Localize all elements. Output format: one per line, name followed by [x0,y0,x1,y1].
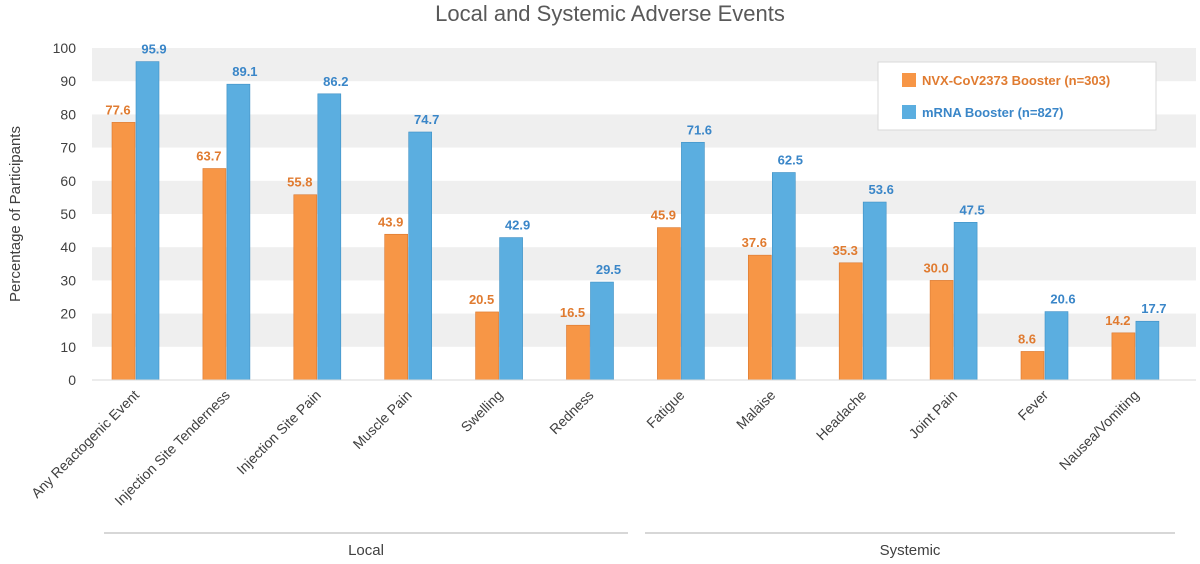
y-tick-label: 90 [60,73,76,89]
y-tick-label: 20 [60,306,76,322]
data-label: 43.9 [378,214,403,229]
bar-mrna [590,281,614,381]
y-axis-ticks: 0 10 20 30 40 50 60 70 80 90 100 [53,40,77,388]
bar-mrna [1135,320,1160,381]
bar-mrna [408,131,433,381]
bar-nvx [838,262,863,381]
group-label: Systemic [880,542,941,559]
legend-swatch [902,105,916,119]
bar-nvx [475,311,499,381]
bar-mrna [499,237,523,381]
grid-band [92,180,1196,214]
data-label: 74.7 [414,112,439,127]
data-label: 45.9 [651,208,676,223]
y-axis-label: Percentage of Participants [7,126,24,302]
y-tick-label: 40 [60,239,76,255]
bar-nvx [202,168,227,381]
category-label: Redness [546,387,596,437]
data-label: 30.0 [923,260,948,275]
legend: NVX-CoV2373 Booster (n=303) mRNA Booster … [877,61,1157,131]
legend-box [877,61,1157,131]
y-tick-label: 30 [60,272,76,288]
legend-entry: NVX-CoV2373 Booster (n=303) [922,73,1110,88]
data-label: 95.9 [141,42,166,57]
data-label: 8.6 [1018,331,1036,346]
category-label: Nausea/Vomiting [1056,387,1142,473]
group-labels: Local Systemic [104,532,1175,559]
category-label: Joint Pain [905,387,960,442]
bar-mrna [681,141,705,381]
bar-mrna [317,93,342,381]
category-label: Swelling [458,387,506,435]
bar-nvx [747,254,772,381]
data-label: 62.5 [778,153,803,168]
legend-entry: mRNA Booster (n=827) [922,105,1063,120]
legend-swatch [902,73,916,87]
bar-mrna [226,83,251,381]
y-tick-label: 60 [60,173,76,189]
grid-band [92,247,1196,281]
data-label: 55.8 [287,175,312,190]
category-label: Headache [813,387,870,444]
category-label: Fever [1014,387,1051,424]
category-label: Injection Site Pain [233,387,324,478]
group-label: Local [348,542,384,559]
bar-nvx [293,194,318,381]
category-label: Fatigue [643,387,687,431]
bar-mrna [1044,311,1069,381]
bar-nvx [657,227,681,381]
category-label: Muscle Pain [350,387,415,452]
bar-nvx [111,122,136,381]
grid-band [92,313,1196,347]
y-tick-label: 100 [53,40,77,56]
y-tick-label: 50 [60,206,76,222]
data-label: 42.9 [505,218,530,233]
bar-mrna [862,201,887,381]
y-tick-label: 0 [68,372,76,388]
data-label: 71.6 [687,122,712,137]
bar-nvx [929,280,954,381]
data-label: 77.6 [105,102,130,117]
data-label: 14.2 [1105,313,1130,328]
data-label: 17.7 [1141,301,1166,316]
data-label: 35.3 [833,243,858,258]
y-tick-label: 80 [60,106,76,122]
data-label: 47.5 [959,202,984,217]
data-label: 53.6 [869,182,894,197]
chart-title: Local and Systemic Adverse Events [435,1,785,26]
y-tick-label: 70 [60,140,76,156]
data-label: 89.1 [232,64,257,79]
data-label: 86.2 [323,74,348,89]
data-label: 29.5 [596,262,621,277]
data-label: 37.6 [742,235,767,250]
data-labels: 77.6 95.9 63.7 89.1 55.8 86.2 43.9 74.7 20.5 42.9… [105,42,1166,347]
bars [92,61,1196,381]
bar-nvx [1111,332,1136,381]
data-label: 20.6 [1050,292,1075,307]
data-label: 16.5 [560,305,585,320]
bar-nvx [1020,351,1045,381]
y-tick-label: 10 [60,339,76,355]
bar-mrna [953,222,978,381]
data-label: 20.5 [469,292,494,307]
category-label: Malaise [733,387,779,433]
bar-mrna [135,61,160,381]
bar-nvx [566,324,590,381]
bar-mrna [771,172,796,381]
bar-nvx [384,233,409,381]
data-label: 63.7 [196,149,221,164]
